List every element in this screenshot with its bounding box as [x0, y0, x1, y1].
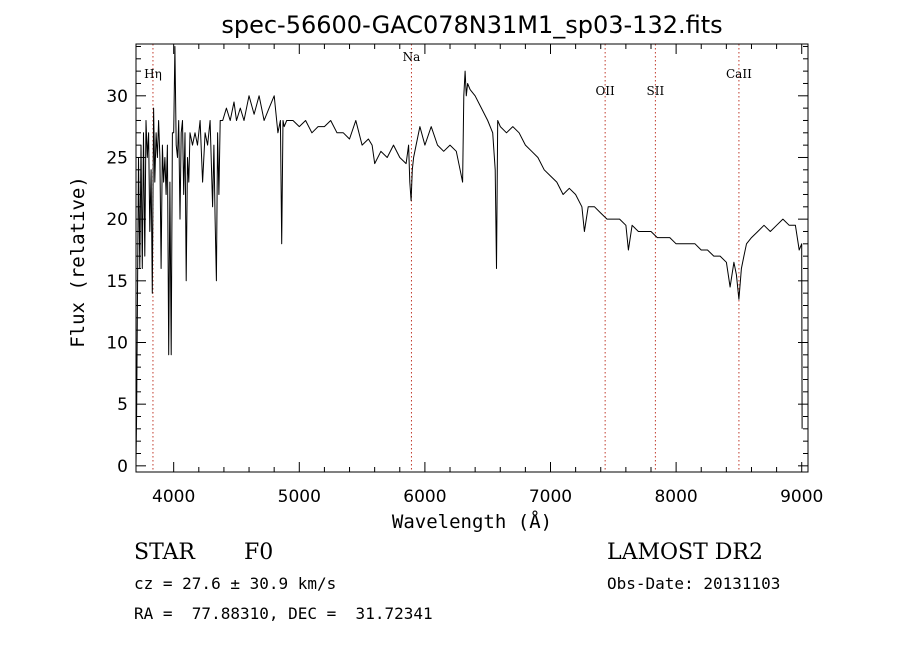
chart-title: spec-56600-GAC078N31M1_sp03-132.fits — [221, 11, 722, 39]
coordinates: RA = 77.88310, DEC = 31.72341 — [134, 604, 433, 623]
y-tick-label-6: 30 — [106, 87, 128, 107]
spectral-class: F0 — [244, 540, 274, 565]
x-axis-label: Wavelength (Å) — [392, 510, 552, 533]
observation-date: Obs-Date: 20131103 — [607, 574, 781, 593]
x-tick-label-5: 9000 — [780, 487, 823, 507]
y-tick-label-0: 0 — [117, 457, 128, 477]
y-tick-label-5: 25 — [106, 148, 128, 168]
y-tick-label-1: 5 — [117, 395, 128, 415]
axis-ticks: 4000 5000 6000 7000 8000 9000 0 5 10 15 20 25 30 — [106, 44, 823, 507]
x-tick-label-1: 5000 — [278, 487, 321, 507]
x-tick-label-2: 6000 — [403, 487, 446, 507]
spectrum-line-0 — [135, 46, 803, 464]
spectral-line-markers: Hη Na OII SII CaII — [144, 44, 752, 472]
marker-label-3: SII — [647, 84, 665, 98]
marker-label-1: Na — [403, 50, 421, 64]
plot-frame — [135, 43, 809, 473]
x-tick-label-0: 4000 — [152, 487, 195, 507]
x-tick-label-4: 8000 — [654, 487, 697, 507]
marker-label-2: OII — [595, 84, 615, 98]
survey-name: LAMOST DR2 — [607, 540, 763, 565]
x-tick-label-3: 7000 — [529, 487, 572, 507]
y-tick-label-3: 15 — [106, 272, 128, 292]
marker-label-4: CaII — [726, 67, 752, 81]
marker-label-0: Hη — [144, 67, 162, 81]
spectrum-series — [135, 46, 803, 464]
y-tick-label-2: 10 — [106, 333, 128, 353]
redshift-cz: cz = 27.6 ± 30.9 km/s — [134, 574, 337, 593]
y-axis-label: Flux (relative) — [67, 176, 89, 348]
y-tick-label-4: 20 — [106, 210, 128, 230]
object-type: STAR — [134, 540, 195, 565]
